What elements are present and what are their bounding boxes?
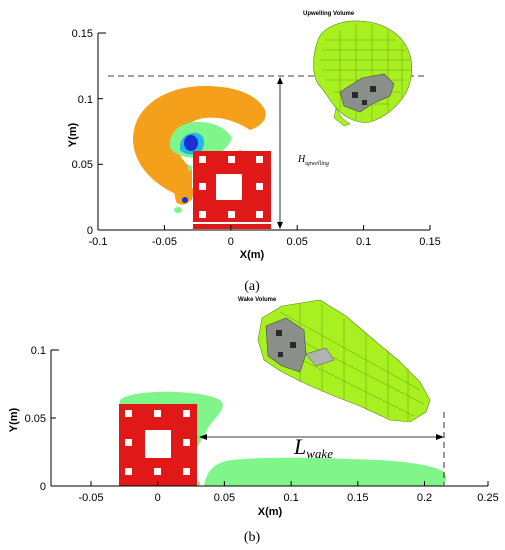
contour-core xyxy=(184,135,198,151)
ytick-label: 0.1 xyxy=(78,94,93,106)
fractal-structure-a xyxy=(193,151,271,229)
contour-outer-lower xyxy=(174,184,194,205)
xtick-label: 0.15 xyxy=(347,492,368,504)
caption-a: (a) xyxy=(244,279,260,294)
ytick-label: 0.1 xyxy=(31,345,46,357)
ytick-label: 0 xyxy=(87,225,93,237)
contour-core-low xyxy=(182,197,188,203)
yticks-b xyxy=(51,349,56,487)
yticks-a xyxy=(98,32,103,231)
ytick-label: 0.05 xyxy=(72,159,93,171)
xtick-label: 0.25 xyxy=(477,492,498,504)
svg-text:Lwake: Lwake xyxy=(293,434,333,461)
ytick-labels-b: 0 0.05 0.1 xyxy=(25,345,46,493)
annotation-symbol-b: L xyxy=(293,434,306,459)
panel-a: -0.1 -0.05 0 0.05 0.1 0.15 0 0.05 0.1 0.… xyxy=(67,11,441,294)
annotation-subscript-b: wake xyxy=(306,446,333,461)
annotation-symbol-a: H xyxy=(297,154,306,165)
xtick-label: 0.1 xyxy=(283,492,298,504)
xtick-label: 0.2 xyxy=(417,492,432,504)
annotation-subscript-a: upwelling xyxy=(305,161,329,167)
xtick-labels-b: -0.05 0 0.05 0.1 0.15 0.2 0.25 xyxy=(78,492,498,504)
inset-label-a: Upwelling Volume xyxy=(303,11,355,17)
wake-length-annotation: Lwake xyxy=(199,412,445,486)
wake-volume-inset: Wake Volume xyxy=(238,297,431,423)
y-axis-label-b: Y(m) xyxy=(8,407,20,432)
xtick-label: -0.1 xyxy=(89,236,108,248)
svg-text:Hupwelling: Hupwelling xyxy=(297,154,329,167)
xtick-label: 0 xyxy=(228,236,234,248)
upwelling-volume-inset: Upwelling Volume xyxy=(303,11,413,127)
ytick-label: 0.05 xyxy=(25,413,46,425)
ytick-label: 0.15 xyxy=(72,28,93,40)
xtick-labels-a: -0.1 -0.05 0 0.05 0.1 0.15 xyxy=(89,236,441,248)
ytick-labels-a: 0 0.05 0.1 0.15 xyxy=(72,28,93,237)
x-axis-label-b: X(m) xyxy=(258,506,283,518)
xtick-label: 0.1 xyxy=(356,236,371,248)
xtick-label: 0 xyxy=(155,492,161,504)
ytick-label: 0 xyxy=(40,481,46,493)
fractal-structure-b xyxy=(119,404,197,486)
x-axis-label-a: X(m) xyxy=(240,249,265,261)
xticks-b xyxy=(90,481,489,486)
panel-b: -0.05 0 0.05 0.1 0.15 0.2 0.25 0 0.05 0.… xyxy=(8,297,499,545)
xtick-label: -0.05 xyxy=(78,492,103,504)
inset-label-b: Wake Volume xyxy=(238,297,277,303)
contour-outer xyxy=(133,86,266,200)
xtick-label: 0.15 xyxy=(419,236,440,248)
xtick-label: 0.05 xyxy=(286,236,307,248)
y-axis-label-a: Y(m) xyxy=(67,122,79,147)
xticks-a xyxy=(97,225,431,230)
xtick-label: 0.05 xyxy=(214,492,235,504)
caption-b: (b) xyxy=(244,530,261,545)
wake-lower-band xyxy=(204,457,447,486)
xtick-label: -0.05 xyxy=(152,236,177,248)
